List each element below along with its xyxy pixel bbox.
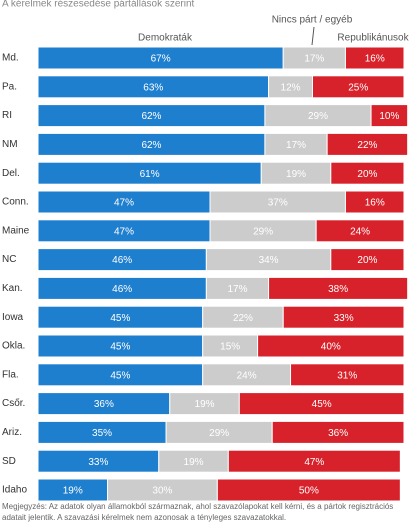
category-label: RI — [2, 110, 12, 121]
category-label: SD — [2, 456, 16, 467]
value-label: 33% — [334, 313, 354, 324]
note: Megjegyzés: Az adatok olyan államokból s… — [2, 502, 393, 511]
value-label: 62% — [141, 140, 161, 151]
value-label: 20% — [357, 255, 377, 266]
value-label: 29% — [308, 111, 328, 122]
value-label: 62% — [141, 111, 161, 122]
legend-label: Nincs párt / egyéb — [272, 15, 353, 26]
legend-pointer — [311, 26, 315, 46]
value-label: 45% — [110, 370, 130, 381]
category-label: Pa. — [2, 81, 17, 92]
value-label: 36% — [328, 428, 348, 439]
value-label: 33% — [88, 457, 108, 468]
category-label: Kan. — [2, 283, 23, 294]
value-label: 22% — [357, 140, 377, 151]
value-label: 37% — [268, 198, 288, 209]
bar-segment — [326, 132, 409, 156]
bar-segment — [257, 334, 405, 358]
value-label: 29% — [253, 226, 273, 237]
legend-label: Demokraták — [138, 33, 193, 44]
category-label: Del. — [2, 168, 20, 179]
bar-segment — [268, 276, 409, 300]
value-label: 10% — [379, 111, 399, 122]
value-label: 16% — [365, 198, 385, 209]
value-label: 45% — [110, 342, 130, 353]
bar-segment — [315, 219, 405, 243]
bar-segment — [330, 248, 405, 272]
value-label: 47% — [304, 457, 324, 468]
bar-segment — [216, 478, 401, 502]
chart-title: A kérelmek részesedése pártállások szeri… — [2, 0, 195, 10]
value-label: 15% — [220, 342, 240, 353]
category-label: Ariz. — [2, 427, 22, 438]
value-label: 36% — [94, 399, 114, 410]
bar-segment — [344, 190, 405, 214]
bar-segment — [271, 420, 405, 444]
value-label: 45% — [312, 399, 332, 410]
bar-segment — [227, 449, 401, 473]
value-label: 16% — [365, 54, 385, 65]
value-label: 22% — [233, 313, 253, 324]
value-label: 46% — [112, 284, 132, 295]
category-label: Fla. — [2, 369, 19, 380]
bar-segment — [370, 104, 409, 128]
value-label: 24% — [350, 226, 370, 237]
category-label: Idaho — [2, 485, 27, 496]
value-label: 17% — [286, 140, 306, 151]
bar-segment — [344, 46, 405, 70]
category-label: NM — [2, 139, 18, 150]
value-label: 67% — [151, 54, 171, 65]
value-label: 34% — [259, 255, 279, 266]
category-label: Maine — [2, 225, 30, 236]
value-label: 30% — [152, 486, 172, 497]
value-label: 47% — [114, 226, 134, 237]
value-label: 24% — [237, 370, 257, 381]
value-label: 35% — [92, 428, 112, 439]
value-label: 20% — [357, 169, 377, 180]
value-label: 31% — [337, 370, 357, 381]
value-label: 46% — [112, 255, 132, 266]
category-label: Okla. — [2, 341, 25, 352]
note: adatait jelentik. A szavazási kérelmek n… — [2, 513, 286, 522]
bar-segment — [238, 392, 405, 416]
value-label: 50% — [299, 486, 319, 497]
value-label: 45% — [110, 313, 130, 324]
category-label: Md. — [2, 53, 19, 64]
category-label: Conn. — [2, 197, 29, 208]
legend-label: Republikánusok — [337, 33, 409, 44]
value-label: 19% — [184, 457, 204, 468]
value-label: 25% — [348, 82, 368, 93]
value-label: 38% — [328, 284, 348, 295]
bar-segment — [290, 363, 405, 387]
value-label: 19% — [286, 169, 306, 180]
value-label: 29% — [209, 428, 229, 439]
value-label: 47% — [114, 198, 134, 209]
bar-segment — [312, 75, 405, 99]
value-label: 19% — [195, 399, 215, 410]
value-label: 40% — [321, 342, 341, 353]
value-label: 12% — [281, 82, 301, 93]
bar-segment — [282, 305, 405, 329]
value-label: 61% — [140, 169, 160, 180]
value-label: 19% — [63, 486, 83, 497]
category-label: Csőr. — [2, 398, 25, 409]
value-label: 63% — [143, 82, 163, 93]
category-label: Iowa — [2, 312, 24, 323]
category-label: NC — [2, 254, 16, 265]
value-label: 17% — [227, 284, 247, 295]
bar-segment — [330, 161, 405, 185]
value-label: 17% — [304, 54, 324, 65]
